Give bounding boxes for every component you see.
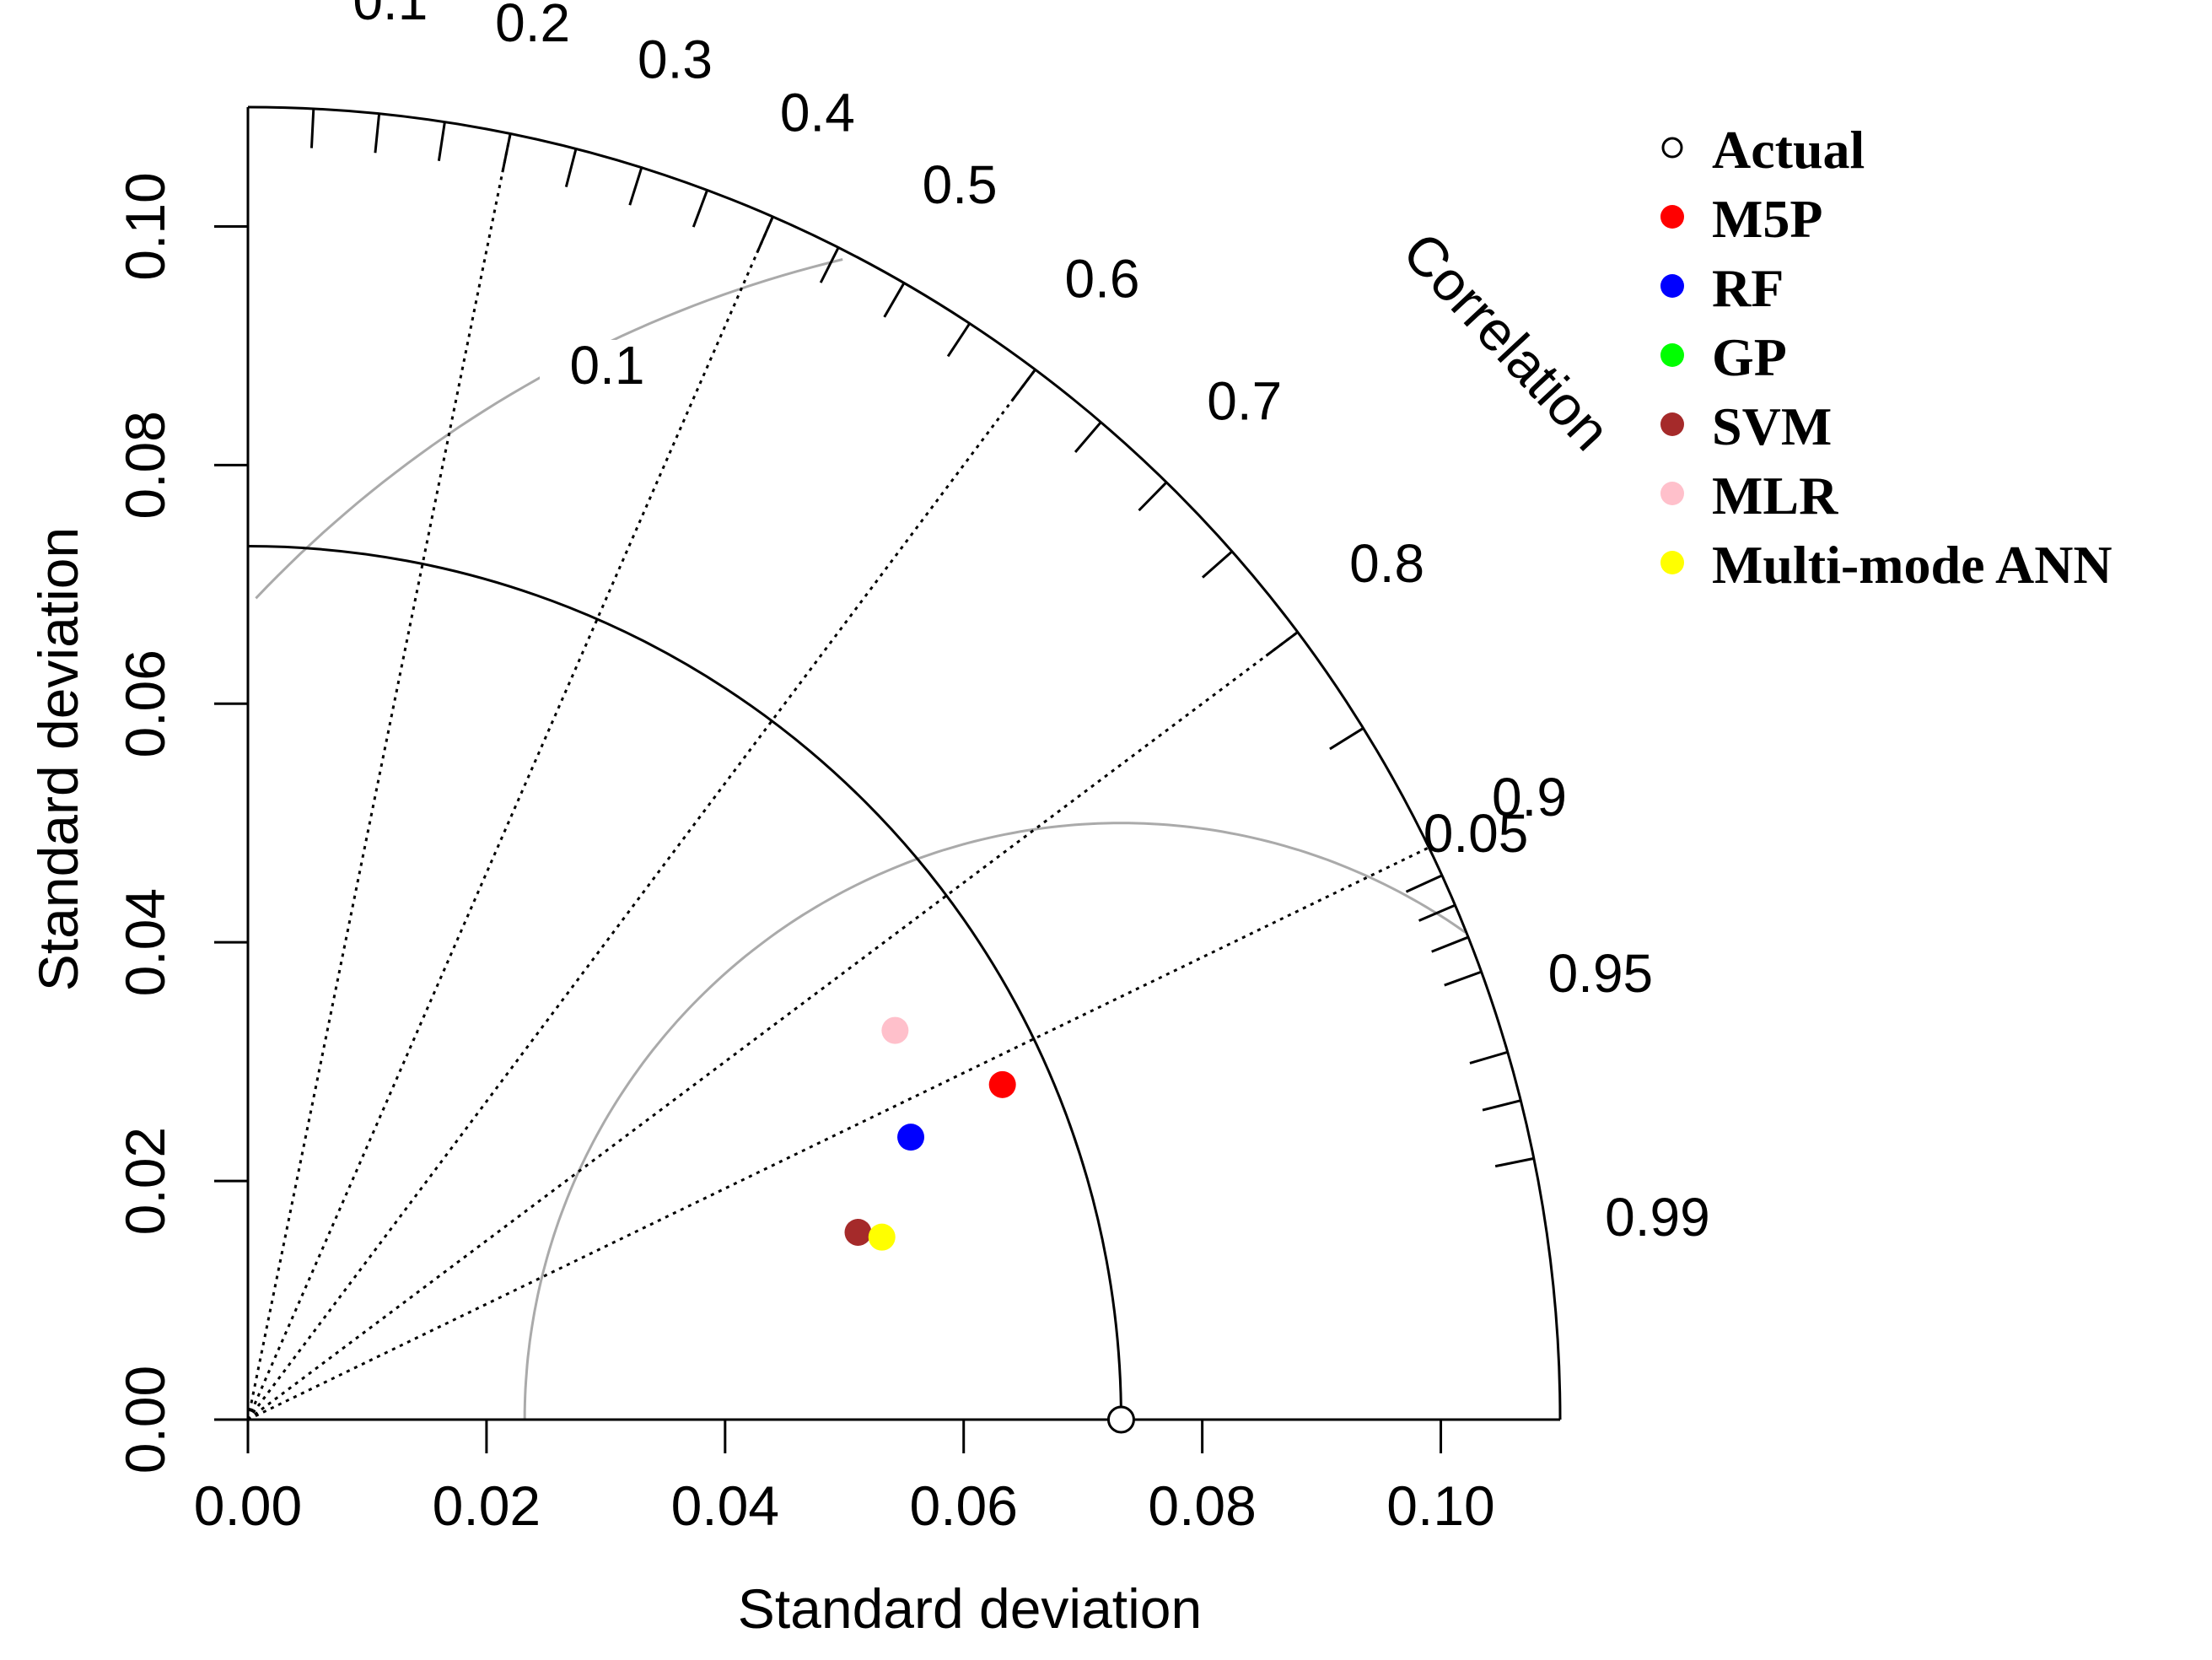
correlation-label-0.5: 0.5 [923,154,998,215]
y-tick-label: 0.00 [114,1366,176,1474]
correlation-line-0.2 [246,133,512,1420]
legend-marker-rf [1660,274,1684,298]
correlation-tick [1494,1156,1535,1168]
legend-label-actual: Actual [1712,120,1865,180]
y-tick-label: 0.08 [114,411,176,519]
correlation-line-0.8 [247,631,1299,1421]
y-axis-title: Standard deviation [27,527,89,991]
legend-marker-actual [1661,137,1683,159]
correlation-tick [1469,1050,1509,1064]
legend-label-m5p: M5P [1712,189,1823,249]
x-tick-label: 0.08 [1148,1474,1256,1537]
x-tick-label: 0.04 [671,1474,779,1537]
correlation-label-0.6: 0.6 [1064,248,1139,309]
legend-label-svm: SVM [1712,396,1832,456]
outer-arc [247,105,1562,1420]
correlation-title: Correlation [1391,220,1623,462]
correlation-line-0.6 [246,369,1036,1420]
rms-contour-0.05 [523,822,1467,1420]
correlation-label-0.95: 0.95 [1548,943,1654,1004]
correlation-tick [437,121,446,161]
correlation-label-0.3: 0.3 [638,30,713,90]
correlation-tick [1074,421,1102,453]
legend-label-rf: RF [1712,258,1784,318]
correlation-label-0.1: 0.1 [353,0,428,31]
y-tick-label: 0.04 [114,888,176,996]
point-rf [897,1124,925,1151]
correlation-tick [1444,970,1483,987]
correlation-label-0.4: 0.4 [780,83,855,143]
legend-label-mlr: MLR [1712,466,1838,525]
correlation-tick [374,113,381,154]
legend-marker-mlr [1660,482,1684,505]
point-m5p [988,1070,1016,1098]
legend-marker-svm [1660,412,1684,436]
correlation-tick [1265,631,1299,657]
correlation-tick [309,108,315,148]
correlation-tick [819,246,840,283]
correlation-tick [756,216,774,254]
correlation-tick [1329,727,1364,751]
reference-sd-arc [247,545,1122,1420]
correlation-tick [501,133,512,173]
x-axis-title: Standard deviation [738,1577,1202,1640]
x-tick-label: 0.00 [194,1474,302,1537]
point-actual [1106,1405,1135,1434]
correlation-tick [628,167,643,206]
rms-contour-0.1 [255,258,843,600]
correlation-tick [1431,935,1469,953]
legend-marker-m5p [1660,205,1684,229]
correlation-label-0.99: 0.99 [1605,1187,1710,1248]
point-mlr [881,1016,909,1044]
point-svm [844,1218,872,1246]
correlation-line-0.4 [246,216,774,1420]
y-tick-label: 0.10 [114,172,176,280]
correlation-tick [1201,550,1233,579]
correlation-tick [1010,369,1036,402]
x-tick-label: 0.10 [1386,1474,1494,1537]
x-tick-label: 0.02 [433,1474,541,1537]
correlation-label-0.7: 0.7 [1207,370,1282,431]
rms-label-0.05: 0.05 [1424,803,1529,864]
correlation-label-0.9: 0.9 [1492,767,1567,827]
correlation-tick [1138,481,1168,512]
rms-label-bg [540,340,675,394]
correlation-tick [883,282,906,318]
correlation-tick [1418,903,1456,922]
correlation-label-0.2: 0.2 [495,0,570,53]
legend-label-gp: GP [1712,327,1787,387]
correlation-tick [564,148,578,187]
x-tick-label: 0.06 [909,1474,1017,1537]
correlation-tick [692,189,709,228]
correlation-line-0.9 [247,846,1430,1421]
correlation-tick [1482,1099,1521,1112]
legend-marker-multi-mode-ann [1660,551,1684,574]
rms-label-0.1: 0.1 [570,335,645,396]
correlation-tick [1405,874,1443,893]
point-multi-mode-ann [868,1223,896,1251]
y-tick-label: 0.02 [114,1127,176,1235]
legend-label-multi-mode-ann: Multi-mode ANN [1712,535,2112,595]
correlation-tick [946,322,971,358]
legend-marker-gp [1660,343,1684,367]
y-tick-label: 0.06 [114,649,176,757]
correlation-label-0.8: 0.8 [1349,533,1424,594]
